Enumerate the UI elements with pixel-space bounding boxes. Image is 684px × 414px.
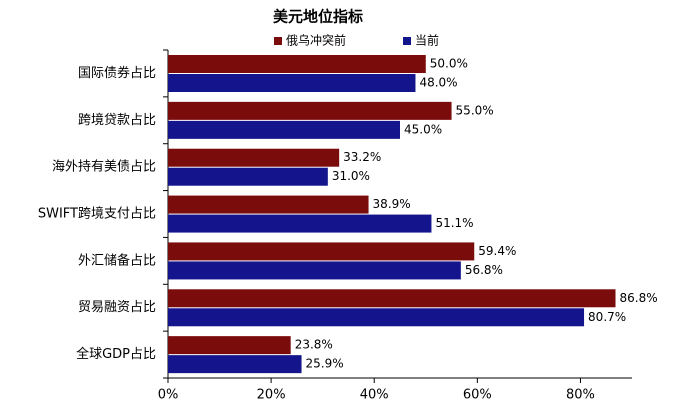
legend-label: 俄乌冲突前 (286, 33, 346, 48)
y-tick-label: 外汇储备占比 (78, 252, 156, 268)
legend-swatch (274, 37, 282, 45)
data-label: 23.8% (295, 338, 333, 352)
y-tick-label: 贸易融资占比 (78, 300, 156, 315)
data-label: 80.7% (588, 310, 626, 324)
data-label: 59.4% (478, 244, 516, 258)
bar (168, 308, 585, 327)
y-tick-label: 跨境贷款占比 (78, 113, 156, 128)
data-label: 38.9% (373, 197, 411, 211)
bar (168, 214, 432, 233)
y-tick-label: SWIFT跨境支付占比 (38, 207, 156, 222)
x-tick-label: 80% (566, 388, 595, 403)
data-label: 25.9% (306, 357, 344, 371)
bar (168, 289, 616, 308)
bar (168, 74, 416, 92)
data-label: 45.0% (404, 122, 442, 136)
bar (168, 336, 291, 355)
data-label: 51.1% (435, 216, 473, 230)
data-label: 33.2% (343, 150, 381, 164)
bar (168, 55, 426, 73)
data-label: 56.8% (465, 263, 503, 277)
bar (168, 242, 475, 261)
data-label: 55.0% (456, 103, 494, 117)
y-tick-label: 国际债券占比 (78, 65, 156, 81)
y-tick-label: 全球GDP占比 (76, 346, 156, 362)
legend-swatch (403, 37, 411, 45)
chart-title: 美元地位指标 (273, 8, 363, 26)
x-tick-label: 0% (158, 388, 179, 403)
y-tick-label: 海外持有美债占比 (52, 160, 156, 175)
x-tick-label: 60% (463, 388, 492, 403)
data-label: 86.8% (620, 291, 658, 305)
x-tick-label: 20% (257, 388, 286, 403)
bar (168, 167, 328, 186)
bar (168, 195, 369, 214)
bar (168, 120, 400, 139)
bar (168, 101, 452, 120)
data-label: 48.0% (419, 76, 457, 90)
data-label: 31.0% (332, 169, 370, 183)
data-label: 50.0% (430, 57, 468, 71)
x-tick-label: 40% (360, 388, 389, 403)
legend-label: 当前 (415, 33, 439, 48)
bar (168, 261, 461, 280)
bar (168, 355, 302, 374)
bar (168, 148, 340, 167)
